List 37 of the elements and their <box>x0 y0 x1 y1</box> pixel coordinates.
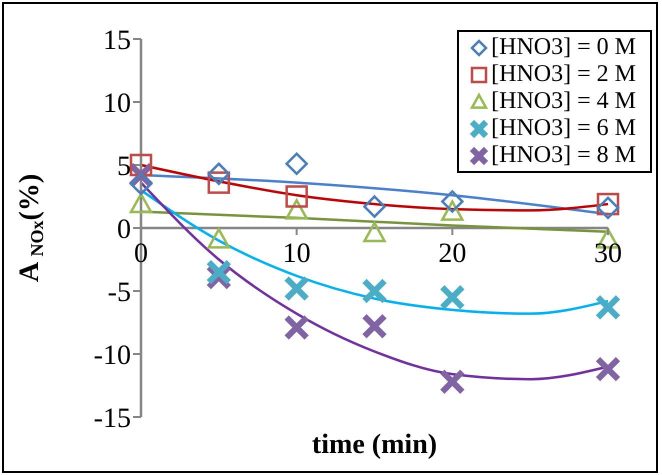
y-tick-label: -10 <box>94 340 131 371</box>
point <box>285 199 308 220</box>
point <box>130 192 152 214</box>
point <box>595 294 621 320</box>
legend-label: [HNO3] = 6 M <box>491 115 636 142</box>
point <box>130 172 152 196</box>
point <box>208 228 230 249</box>
point <box>208 162 230 186</box>
point <box>206 259 232 286</box>
x-axis-title: time (min) <box>312 429 438 460</box>
y-tick-label: -5 <box>108 276 131 308</box>
y-tick-label: 15 <box>103 24 131 56</box>
point <box>284 314 310 341</box>
x-tick-label: 20 <box>438 238 466 269</box>
point <box>441 200 464 221</box>
point <box>285 185 308 208</box>
point <box>284 275 310 302</box>
legend-label: [HNO3] = 0 M <box>491 34 636 61</box>
point <box>285 152 308 175</box>
point <box>362 278 388 304</box>
y-tick-label: 10 <box>103 88 131 119</box>
point <box>441 190 464 213</box>
point <box>130 154 152 176</box>
x-tick-label: 10 <box>282 238 311 269</box>
point <box>439 368 466 395</box>
point <box>362 313 388 340</box>
point <box>363 195 386 218</box>
legend-label: [HNO3] = 8 M <box>491 142 636 169</box>
y-tick-label: 0 <box>117 214 131 245</box>
point <box>439 284 466 310</box>
y-tick-label: 5 <box>117 150 131 182</box>
point <box>596 196 620 220</box>
legend-label: [HNO3] = 2 M <box>491 61 636 88</box>
y-tick-label: -15 <box>94 402 131 434</box>
point <box>363 222 386 242</box>
point <box>595 356 621 382</box>
legend-label: [HNO3] = 4 M <box>491 88 636 115</box>
